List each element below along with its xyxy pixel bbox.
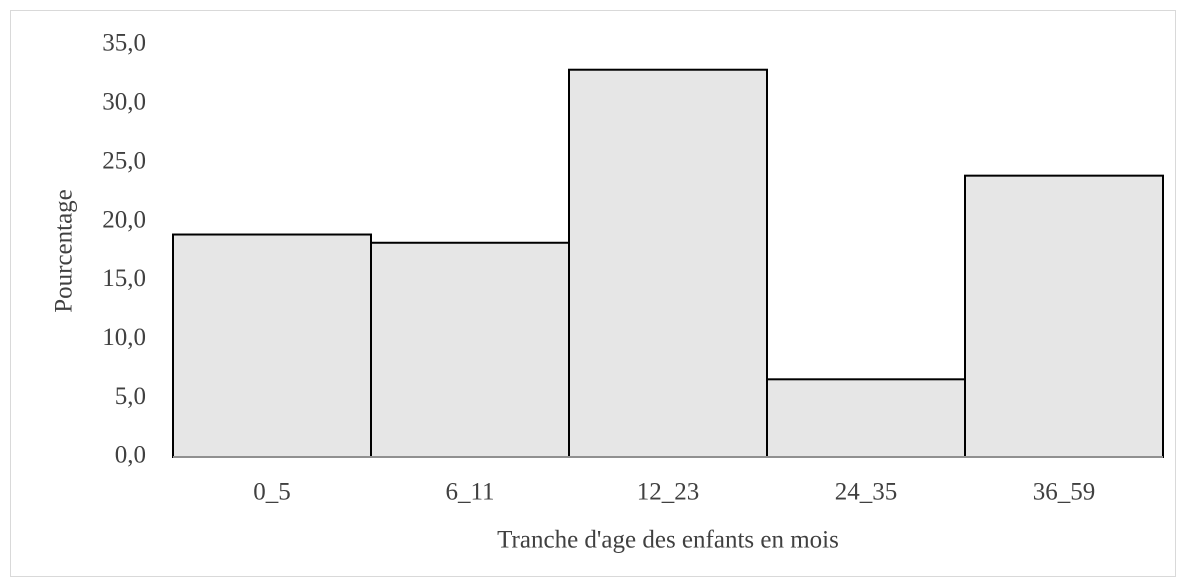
x-tick-label: 12_23 — [637, 479, 700, 506]
y-tick-label: 0,0 — [115, 442, 146, 469]
x-tick-label: 36_59 — [1033, 479, 1096, 506]
y-tick-label: 20,0 — [102, 206, 146, 233]
chart-frame — [10, 10, 1176, 577]
x-axis-title: Tranche d'age des enfants en mois — [497, 527, 839, 554]
bar — [172, 233, 372, 458]
bar — [568, 68, 768, 458]
x-tick-label: 6_11 — [445, 479, 494, 506]
y-axis-title: Pourcentage — [51, 189, 78, 313]
y-tick-label: 5,0 — [115, 383, 146, 410]
y-tick-label: 25,0 — [102, 147, 146, 174]
y-tick-label: 30,0 — [102, 89, 146, 116]
bar — [766, 378, 966, 458]
bar — [964, 174, 1164, 458]
y-tick-label: 35,0 — [102, 30, 146, 57]
bar — [370, 241, 570, 458]
x-tick-label: 0_5 — [253, 479, 291, 506]
x-tick-label: 24_35 — [835, 479, 898, 506]
y-tick-label: 10,0 — [102, 324, 146, 351]
y-tick-label: 15,0 — [102, 265, 146, 292]
